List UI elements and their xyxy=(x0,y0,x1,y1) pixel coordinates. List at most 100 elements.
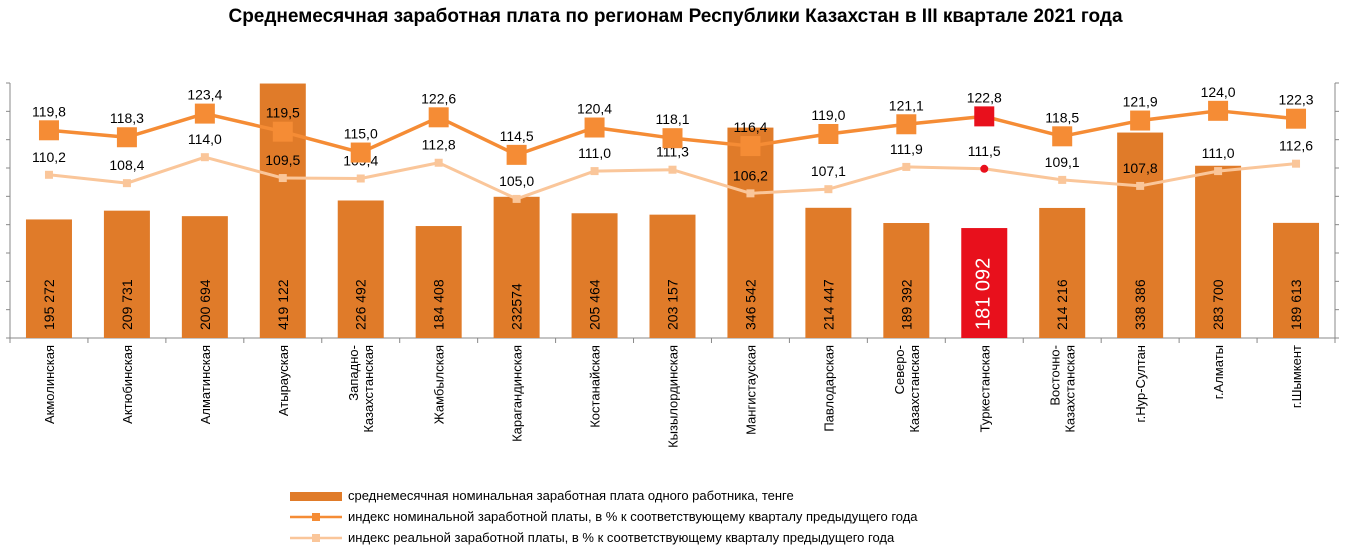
real-index-label: 109,5 xyxy=(265,152,300,168)
bar-value-label: 232574 xyxy=(509,283,525,330)
real-index-label: 111,0 xyxy=(1202,145,1235,161)
nominal-index-label: 119,0 xyxy=(811,107,845,123)
real-index-label: 112,8 xyxy=(422,137,456,153)
category-label: Казахстанская xyxy=(907,345,922,433)
nominal-index-point xyxy=(506,144,527,165)
real-index-point xyxy=(980,164,989,173)
bar-value-label: 338 386 xyxy=(1132,279,1148,330)
legend-label: индекс номинальной заработной платы, в %… xyxy=(348,509,918,524)
bar xyxy=(1117,132,1164,338)
nominal-index-label: 118,1 xyxy=(656,111,690,127)
nominal-index-label: 119,5 xyxy=(266,105,300,121)
legend-swatch xyxy=(290,530,342,546)
real-index-point xyxy=(1136,181,1145,190)
real-index-line xyxy=(48,155,1297,201)
nominal-index-point xyxy=(896,114,917,135)
nominal-index-label: 118,5 xyxy=(1045,109,1079,125)
nominal-index-label: 121,1 xyxy=(889,97,924,113)
nominal-index-point xyxy=(1130,110,1151,131)
real-index-point xyxy=(200,153,209,162)
bar-value-label: 200 694 xyxy=(197,279,213,330)
legend-item: среднемесячная номинальная заработная пл… xyxy=(290,485,918,506)
bar-value-label: 214 447 xyxy=(820,279,836,330)
real-index-point xyxy=(512,194,521,203)
bar-value-label: 214 216 xyxy=(1054,279,1070,330)
nominal-index-point xyxy=(584,117,605,138)
bar xyxy=(727,127,774,338)
nominal-index-label: 122,3 xyxy=(1279,92,1314,108)
category-label: Атырауская xyxy=(276,345,291,416)
nominal-index-label: 118,3 xyxy=(110,110,144,126)
real-index-label: 112,6 xyxy=(1279,138,1313,154)
bar xyxy=(103,210,150,338)
real-index-point xyxy=(824,185,833,194)
nominal-index-label: 122,6 xyxy=(421,90,456,106)
category-label: Акмолинская xyxy=(42,345,57,424)
real-index-label: 110,2 xyxy=(32,149,66,165)
category-label: Мангистауская xyxy=(743,345,758,435)
bar xyxy=(493,196,540,338)
nominal-index-label: 123,4 xyxy=(187,87,222,103)
category-label: г.Нур-Султан xyxy=(1133,345,1148,422)
category-label: Северо- xyxy=(892,345,907,394)
category-label: Казахстанская xyxy=(1063,345,1078,433)
bar-value-label: 226 492 xyxy=(353,279,369,330)
nominal-index-point xyxy=(1208,100,1229,121)
real-index-point xyxy=(278,174,287,183)
nominal-index-point xyxy=(38,120,59,141)
category-label: Западно- xyxy=(346,345,361,401)
bar-value-label: 419 122 xyxy=(275,279,291,330)
legend-item: индекс номинальной заработной платы, в %… xyxy=(290,506,918,527)
legend-swatch xyxy=(290,509,342,525)
real-index-point xyxy=(434,158,443,167)
real-index-label: 111,5 xyxy=(968,143,1001,159)
nominal-index-point xyxy=(272,121,293,142)
bar-value-label: 195 272 xyxy=(41,279,57,330)
real-index-point xyxy=(668,165,677,174)
nominal-index-label: 119,8 xyxy=(32,103,66,119)
nominal-index-point xyxy=(116,127,137,148)
bar xyxy=(649,214,696,338)
nominal-index-label: 115,0 xyxy=(344,126,378,142)
real-index-point xyxy=(746,189,755,198)
category-label: Жамбылская xyxy=(432,345,447,424)
category-label: Костанайская xyxy=(588,345,603,428)
nominal-index-label: 124,0 xyxy=(1201,84,1236,100)
nominal-index-point xyxy=(350,142,371,163)
bar xyxy=(25,219,72,338)
legend-swatch xyxy=(290,488,342,504)
bar xyxy=(961,228,1008,338)
real-index-label: 107,8 xyxy=(1123,160,1158,176)
real-index-point xyxy=(1058,175,1067,184)
bar xyxy=(1195,165,1242,338)
real-index-label: 108,4 xyxy=(109,157,144,173)
legend-label: среднемесячная номинальная заработная пл… xyxy=(348,488,794,503)
legend-item: индекс реальной заработной платы, в % к … xyxy=(290,527,918,548)
nominal-index-point xyxy=(740,136,761,157)
real-index-label: 111,0 xyxy=(578,145,611,161)
nominal-index-label: 116,4 xyxy=(733,119,767,135)
real-index-point xyxy=(356,174,365,183)
bar-value-label: 283 700 xyxy=(1210,279,1226,330)
real-index-point xyxy=(1292,159,1301,168)
real-index-label: 105,0 xyxy=(499,173,534,189)
bar-value-label: 203 157 xyxy=(665,279,681,330)
bar xyxy=(805,207,852,338)
bar xyxy=(1039,207,1086,338)
category-label: Туркестанская xyxy=(977,345,992,432)
legend: среднемесячная номинальная заработная пл… xyxy=(290,485,918,548)
bar-value-label: 181 092 xyxy=(972,258,994,330)
bar xyxy=(883,223,930,338)
bar-value-label: 346 542 xyxy=(742,279,758,330)
category-label: Казахстанская xyxy=(361,345,376,433)
bar-value-label: 184 408 xyxy=(431,279,447,330)
real-index-label: 107,1 xyxy=(811,163,846,179)
nominal-index-label: 120,4 xyxy=(577,101,612,117)
bar xyxy=(181,216,228,338)
category-label: Восточно- xyxy=(1048,345,1063,406)
bar-value-label: 189 613 xyxy=(1288,279,1304,330)
chart-title: Среднемесячная заработная плата по регио… xyxy=(228,6,1123,27)
real-index-point xyxy=(44,170,53,179)
nominal-index-point xyxy=(194,103,215,124)
